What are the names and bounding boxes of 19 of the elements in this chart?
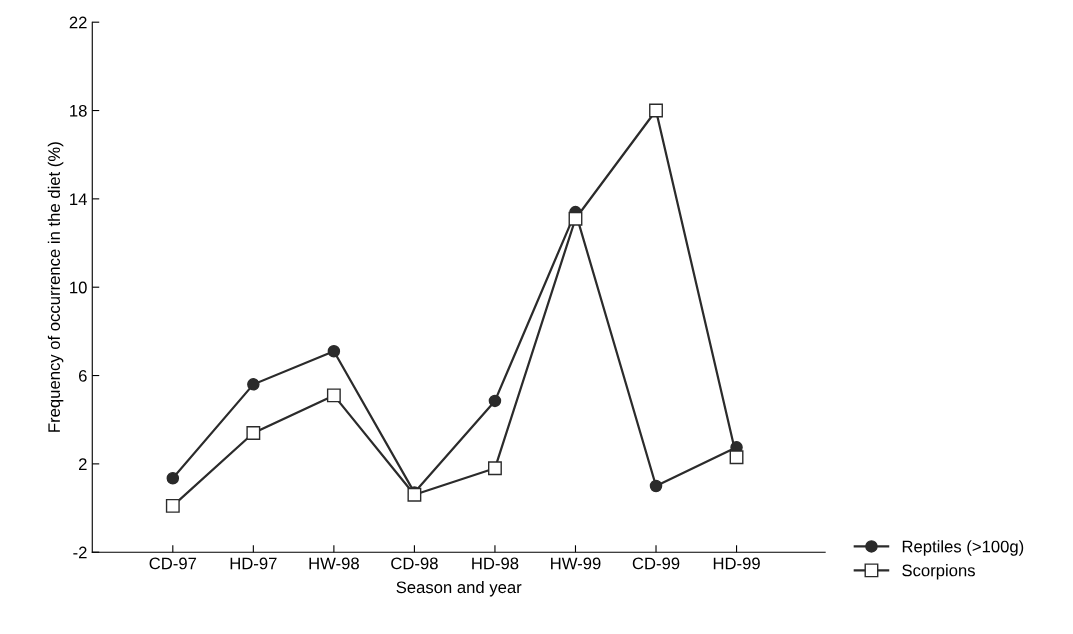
y-tick-label: 22 xyxy=(69,16,87,29)
y-axis-title: Frequency of occurrence in the diet (%) xyxy=(47,142,64,432)
y-tick-label: 2 xyxy=(78,458,87,470)
y-tick-label: -2 xyxy=(73,546,87,559)
legend-label: Scorpions xyxy=(902,564,975,580)
x-tick-label: HW-99 xyxy=(551,557,601,570)
x-tick-label: HD-98 xyxy=(472,557,519,570)
x-tick-label: CD-98 xyxy=(391,557,438,570)
x-tick-label: HW-98 xyxy=(309,557,359,570)
y-tick-label: 18 xyxy=(70,104,87,117)
x-axis-title: Season and year xyxy=(396,580,522,597)
x-tick-label: CD-97 xyxy=(149,557,197,570)
y-tick-label: 10 xyxy=(70,281,87,294)
x-tick-label: HD-97 xyxy=(230,557,277,570)
x-tick-label: CD-99 xyxy=(632,557,680,570)
legend-label: Reptiles (>100g) xyxy=(902,540,1024,556)
y-tick-label: 14 xyxy=(70,193,87,205)
x-tick-label: HD-99 xyxy=(713,557,760,570)
y-tick-label: 6 xyxy=(79,369,87,382)
